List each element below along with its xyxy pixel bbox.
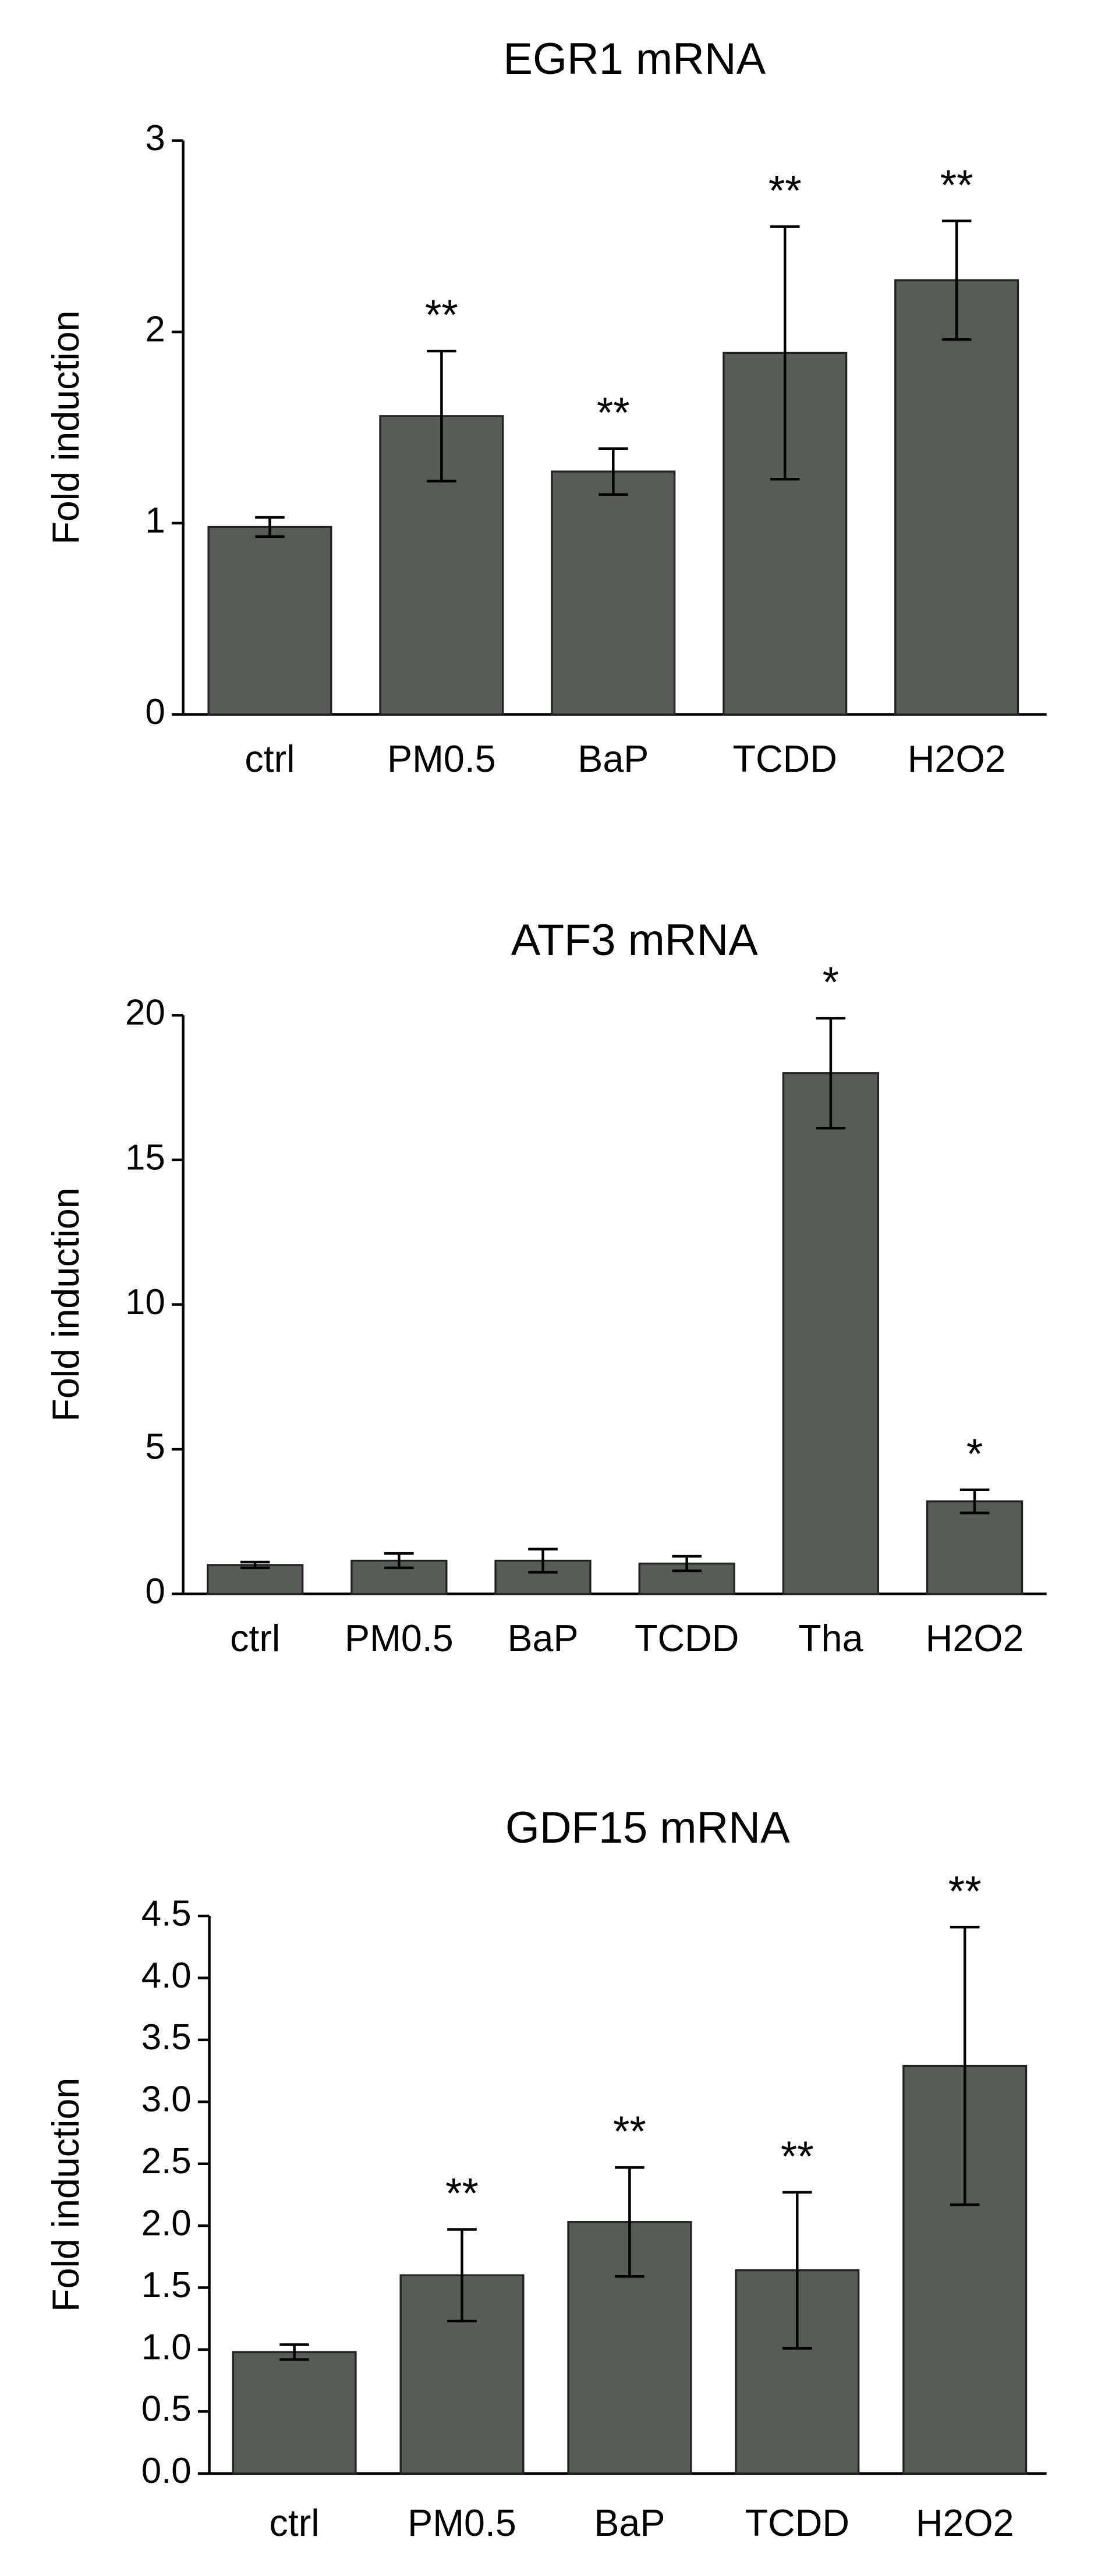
error-bar xyxy=(782,2191,812,2350)
y-tick-label: 1.5 xyxy=(141,2265,192,2305)
bar xyxy=(894,279,1019,716)
significance-label: ** xyxy=(940,162,973,209)
y-tick-label: 15 xyxy=(125,1137,165,1177)
bar xyxy=(207,1564,304,1595)
error-bar xyxy=(384,1552,414,1570)
y-tick-label: 1.0 xyxy=(141,2327,192,2367)
y-tick-label: 0.5 xyxy=(141,2389,192,2429)
bar xyxy=(232,2351,357,2475)
bar xyxy=(207,526,332,716)
x-tick-label: H2O2 xyxy=(908,738,1006,780)
y-tick-label: 0 xyxy=(145,692,165,732)
y-tick-label: 2.5 xyxy=(141,2141,192,2181)
error-bar xyxy=(279,2343,309,2361)
y-tick-label: 3.5 xyxy=(141,2017,192,2057)
y-axis-label: Fold induction xyxy=(45,310,87,544)
x-tick-label: BaP xyxy=(507,1617,578,1659)
x-tick-label: ctrl xyxy=(230,1617,280,1659)
x-tick-label: TCDD xyxy=(745,2502,849,2544)
y-tick-label: 0.0 xyxy=(141,2451,192,2491)
x-tick-label: TCDD xyxy=(635,1617,739,1659)
error-bar xyxy=(672,1555,702,1573)
significance-label: ** xyxy=(445,2170,479,2217)
y-tick-label: 4.5 xyxy=(141,1893,192,1933)
y-tick-label: 5 xyxy=(145,1427,165,1467)
x-tick-label: TCDD xyxy=(733,738,837,780)
bar xyxy=(782,1072,880,1595)
y-tick-label: 1 xyxy=(145,501,165,541)
y-axis-label: Fold induction xyxy=(45,2078,87,2312)
y-tick-label: 10 xyxy=(125,1282,165,1322)
y-tick-label: 2 xyxy=(145,310,165,350)
significance-label: ** xyxy=(613,2108,646,2155)
x-tick-label: PM0.5 xyxy=(345,1617,454,1659)
error-bar xyxy=(240,1560,270,1570)
significance-label: ** xyxy=(769,168,802,215)
x-tick-label: ctrl xyxy=(270,2502,320,2544)
chart-title: GDF15 mRNA xyxy=(505,1803,790,1853)
x-tick-label: BaP xyxy=(578,738,649,780)
x-tick-label: Tha xyxy=(798,1617,863,1659)
error-bar xyxy=(427,349,456,482)
significance-label: * xyxy=(823,959,839,1006)
bar xyxy=(551,470,676,716)
x-tick-label: PM0.5 xyxy=(408,2502,516,2544)
x-tick-label: BaP xyxy=(594,2502,665,2544)
error-bar xyxy=(599,447,628,496)
bar xyxy=(926,1500,1024,1595)
error-bar xyxy=(447,2228,477,2323)
x-tick-label: H2O2 xyxy=(916,2502,1014,2544)
y-tick-label: 4.0 xyxy=(141,1956,192,1996)
y-tick-label: 2.0 xyxy=(141,2203,192,2243)
y-tick-label: 3 xyxy=(145,118,165,158)
significance-label: ** xyxy=(948,1868,982,1915)
error-bar xyxy=(950,1925,980,2206)
x-tick-label: H2O2 xyxy=(926,1617,1024,1659)
error-bar xyxy=(770,225,800,481)
error-bar xyxy=(528,1548,558,1574)
y-tick-label: 0 xyxy=(145,1571,165,1612)
significance-label: ** xyxy=(425,292,458,339)
x-tick-label: PM0.5 xyxy=(387,738,496,780)
error-bar xyxy=(816,1017,846,1130)
y-axis-label: Fold induction xyxy=(45,1187,87,1421)
error-bar xyxy=(255,516,285,538)
error-bar xyxy=(941,219,972,341)
y-tick-label: 20 xyxy=(125,993,165,1033)
chart-title: EGR1 mRNA xyxy=(503,34,766,84)
significance-label: ** xyxy=(781,2133,814,2180)
x-tick-label: ctrl xyxy=(245,738,295,780)
y-tick-label: 3.0 xyxy=(141,2080,192,2120)
significance-label: ** xyxy=(597,389,630,437)
error-bar xyxy=(959,1488,990,1514)
chart-title: ATF3 mRNA xyxy=(511,916,759,965)
significance-label: * xyxy=(966,1431,983,1478)
error-bar xyxy=(615,2166,644,2278)
